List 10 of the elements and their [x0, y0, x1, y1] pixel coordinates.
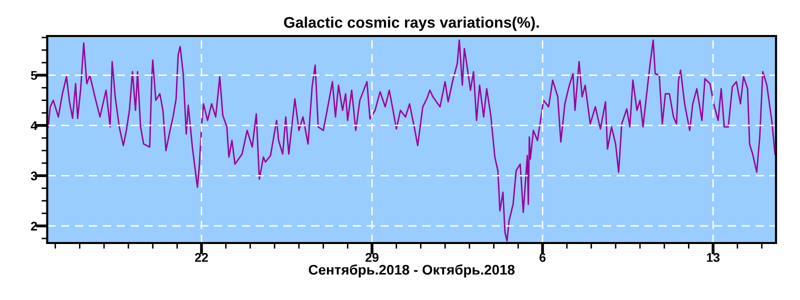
line-series — [48, 39, 776, 242]
chart-title: Galactic cosmic rays variations(%). — [284, 16, 539, 31]
x-tick-label: 29 — [365, 253, 378, 262]
y-tick-label: 4 — [30, 121, 38, 130]
x-tick-label: 13 — [706, 253, 720, 262]
y-tick-label: 2 — [30, 222, 37, 230]
x-tick-label: 22 — [194, 253, 208, 262]
x-axis-title: Сентябрь.2018 - Октябрь.2018 — [308, 264, 515, 278]
y-tick-label: 3 — [30, 171, 38, 180]
y-tick-label: 5 — [30, 71, 38, 80]
